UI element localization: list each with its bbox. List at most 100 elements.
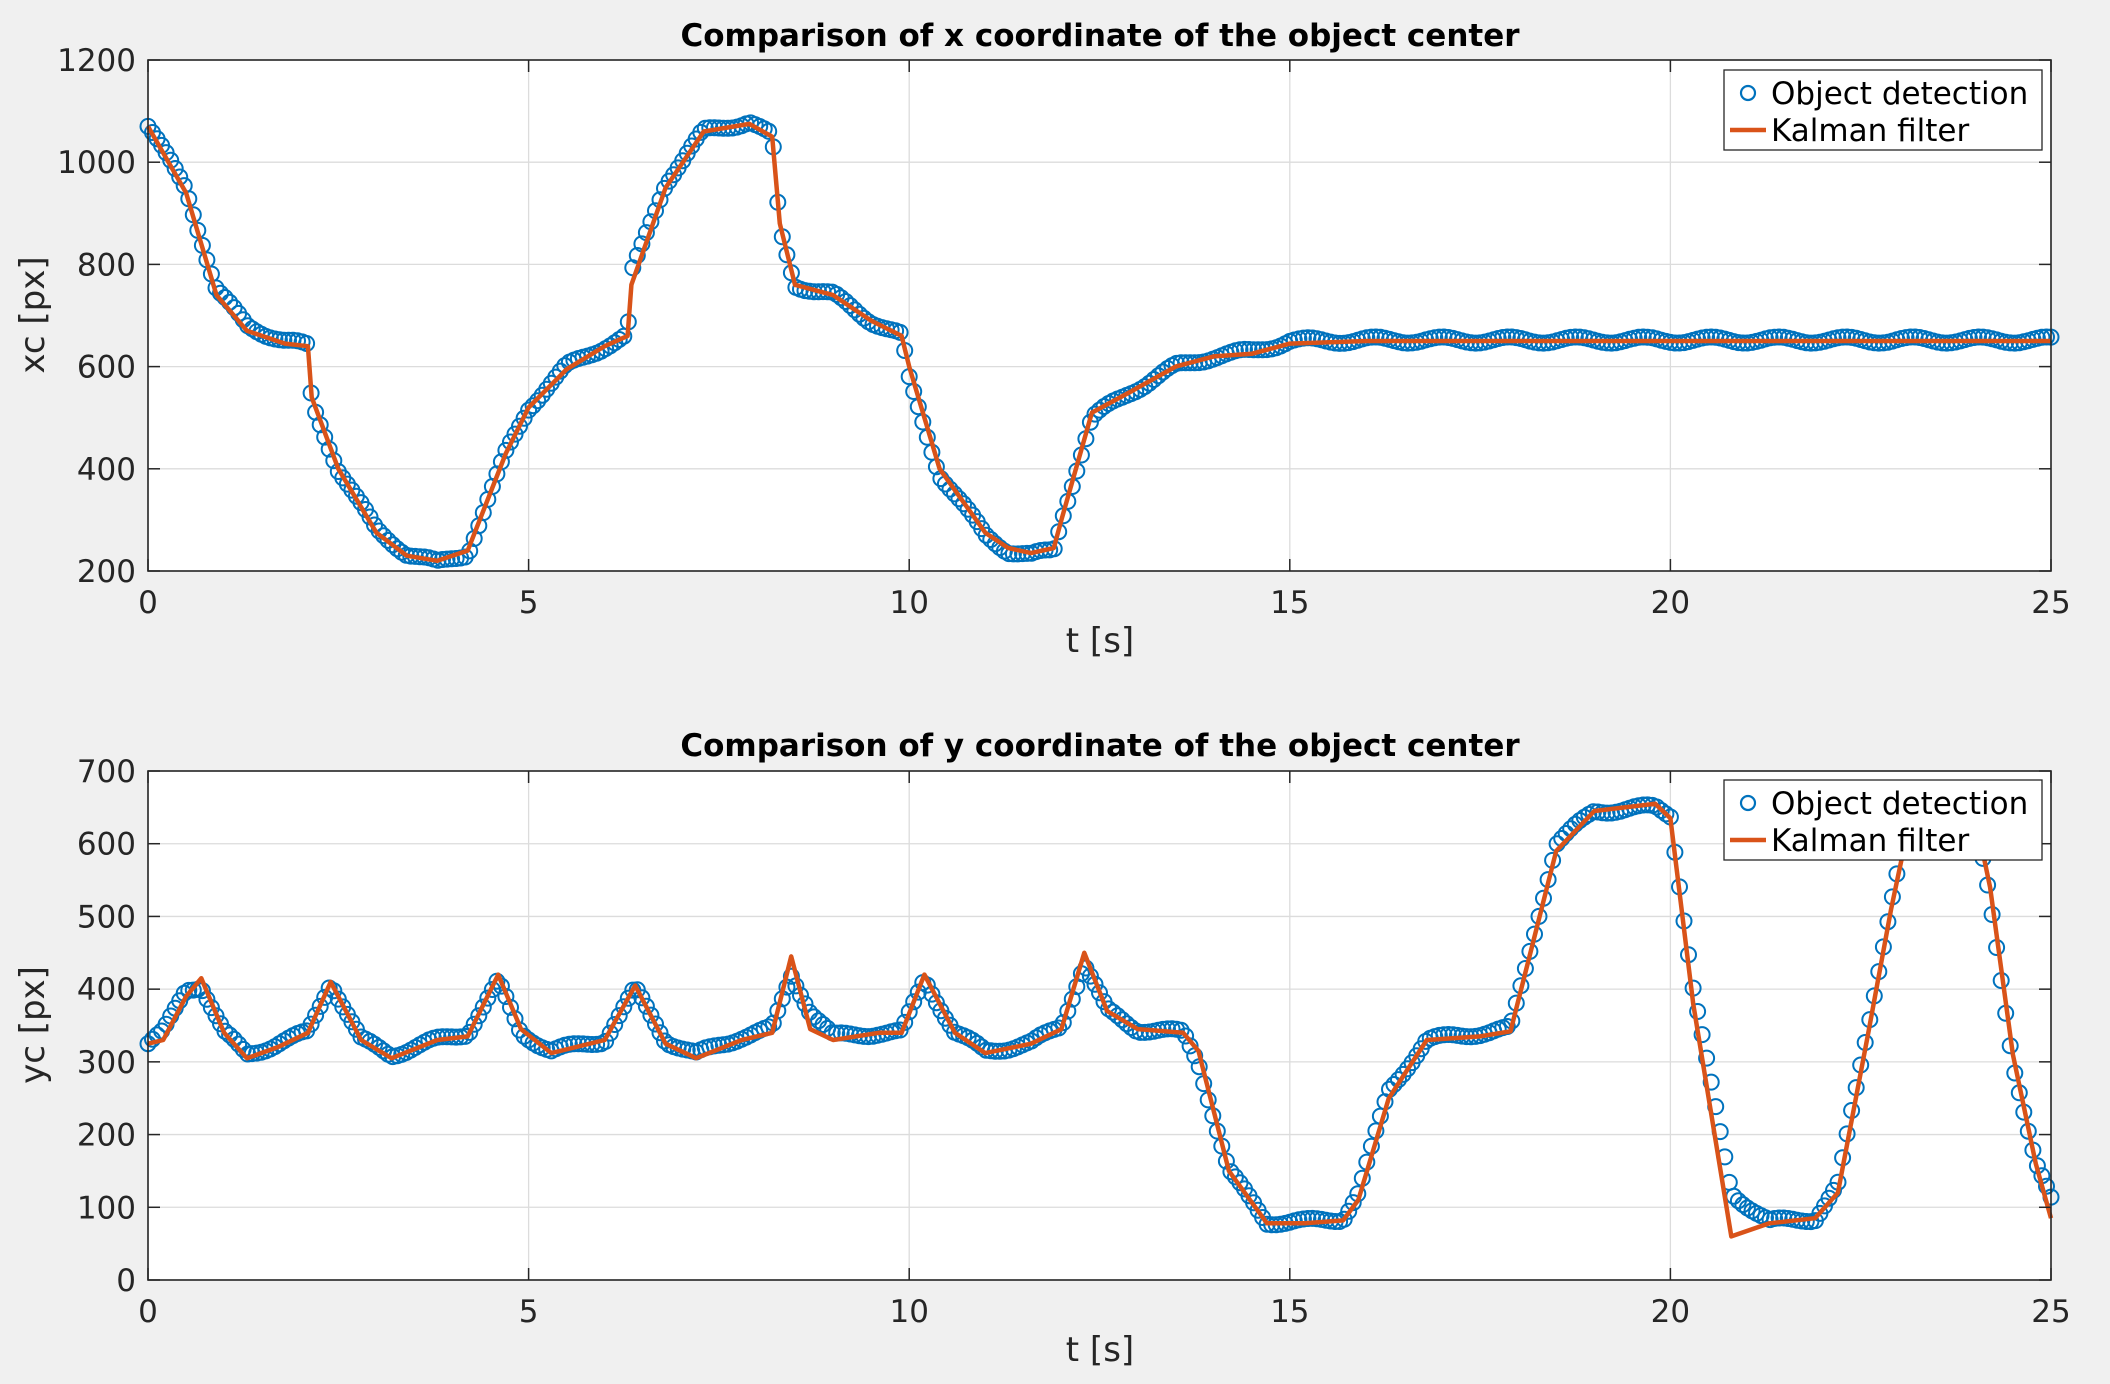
detection-point: [307, 1006, 325, 1024]
y-tick-label: 400: [77, 972, 136, 1008]
detection-point: [619, 989, 637, 1007]
detection-point: [1657, 805, 1675, 823]
x-tick-label: 5: [519, 1294, 539, 1330]
legend: Object detection Kalman filter: [1723, 69, 2043, 151]
detection-point: [610, 331, 628, 348]
axes-box: [147, 59, 2052, 572]
legend-marker-detection: [1739, 794, 1757, 812]
detection-point: [615, 998, 633, 1016]
detection-point: [1698, 328, 1716, 346]
y-tick-label: 600: [77, 350, 136, 386]
detection-point: [474, 998, 492, 1016]
detection-point: [1050, 1019, 1068, 1037]
legend-label-detection: Object detection: [1771, 76, 2028, 112]
kalman-filter-line: [146, 121, 2051, 564]
detection-point: [1091, 984, 1108, 1002]
detection-point: [1340, 1202, 1358, 1220]
detection-point: [311, 997, 329, 1015]
detection-point: [837, 293, 855, 310]
detection-point: [379, 531, 397, 549]
detection-point: [606, 1016, 624, 1033]
detection-point: [841, 297, 859, 315]
detection-point: [1131, 1023, 1149, 1041]
legend-label-detection: Object detection: [1771, 786, 2028, 822]
legend-label-kalman: Kalman filter: [1771, 823, 1969, 859]
detection-point: [470, 1007, 488, 1025]
detection-point: [610, 1007, 628, 1025]
detection-point: [1362, 328, 1380, 346]
detection-point: [1236, 340, 1253, 358]
detection-point: [656, 1032, 673, 1050]
y-axis-label: xc [px]: [13, 256, 53, 373]
detection-point: [1598, 804, 1616, 822]
x-tick-label: 0: [138, 585, 158, 621]
legend-label-kalman: Kalman filter: [1771, 113, 1969, 149]
detection-point: [1693, 1026, 1711, 1044]
detection-point: [461, 1023, 479, 1041]
data-layer: [139, 114, 2060, 569]
detection-point: [651, 1024, 669, 1042]
x-tick-label: 20: [1651, 1294, 1690, 1330]
detection-point: [1435, 1026, 1453, 1044]
detection-point: [1177, 1027, 1195, 1045]
detection-point: [1226, 1168, 1244, 1186]
y-tick-label: 400: [77, 452, 136, 488]
detection-point: [2033, 328, 2051, 346]
x-tick-label: 25: [2031, 585, 2070, 621]
y-tick-label: 1000: [57, 145, 136, 181]
detection-point: [1770, 1209, 1788, 1227]
detection-point: [950, 490, 968, 508]
detection-point: [515, 409, 533, 427]
detection-point: [1240, 341, 1258, 358]
detection-point: [520, 401, 538, 419]
detection-point: [633, 989, 651, 1007]
detection-point: [1394, 1065, 1412, 1083]
detection-point: [1634, 328, 1652, 346]
y-tick-label: 800: [77, 247, 136, 283]
legend-marker-detection: [1739, 84, 1757, 102]
x-tick-label: 0: [138, 1294, 158, 1330]
detection-point: [642, 1006, 660, 1024]
detection-point: [628, 981, 646, 999]
y-tick-label: 200: [77, 554, 136, 590]
detection-point: [647, 1015, 664, 1033]
x-axis-label: t [s]: [1066, 1330, 1134, 1370]
tick-labels: 0 5 10 15 20 25 200 400 600 800 1000 1200: [57, 43, 2071, 621]
y-tick-label: 600: [77, 827, 136, 863]
detection-point: [1702, 1073, 1720, 1091]
detection-point: [2038, 328, 2055, 346]
y-tick-label: 100: [77, 1190, 136, 1226]
detection-point: [905, 993, 923, 1011]
detection-point: [221, 1026, 239, 1044]
detection-point: [1498, 328, 1516, 346]
detection-point: [370, 522, 388, 540]
detection-point: [637, 997, 655, 1015]
x-tick-label: 25: [2031, 1294, 2070, 1330]
legend-box: [1723, 69, 2043, 151]
detection-point: [1698, 1049, 1716, 1067]
x-tick-label: 5: [519, 585, 539, 621]
x-tick-label: 10: [889, 1294, 928, 1330]
detection-point: [977, 526, 995, 544]
detection-point: [782, 967, 800, 985]
y-axis-label: yc [px]: [13, 966, 53, 1084]
detection-point: [1970, 328, 1987, 346]
detection-point: [1222, 1163, 1240, 1181]
detection-point: [1770, 328, 1788, 346]
detection-point: [1566, 328, 1584, 346]
y-tick-label: 700: [77, 754, 136, 790]
detection-point: [1430, 328, 1448, 346]
y-tick-label: 1200: [57, 43, 136, 79]
y-tick-label: 0: [116, 1263, 136, 1299]
detection-point: [1766, 328, 1784, 346]
x-tick-label: 20: [1651, 585, 1690, 621]
subplot-x-coordinate: Comparison of x coordinate of the object…: [13, 18, 2071, 661]
detection-point: [1299, 1210, 1317, 1227]
detection-point: [1095, 398, 1113, 415]
legend: Object detection Kalman filter: [1723, 779, 2043, 861]
chart-title: Comparison of y coordinate of the object…: [680, 728, 1520, 764]
detection-point: [1834, 328, 1852, 346]
detection-point: [465, 1015, 483, 1033]
axes-box: [147, 770, 2052, 1281]
